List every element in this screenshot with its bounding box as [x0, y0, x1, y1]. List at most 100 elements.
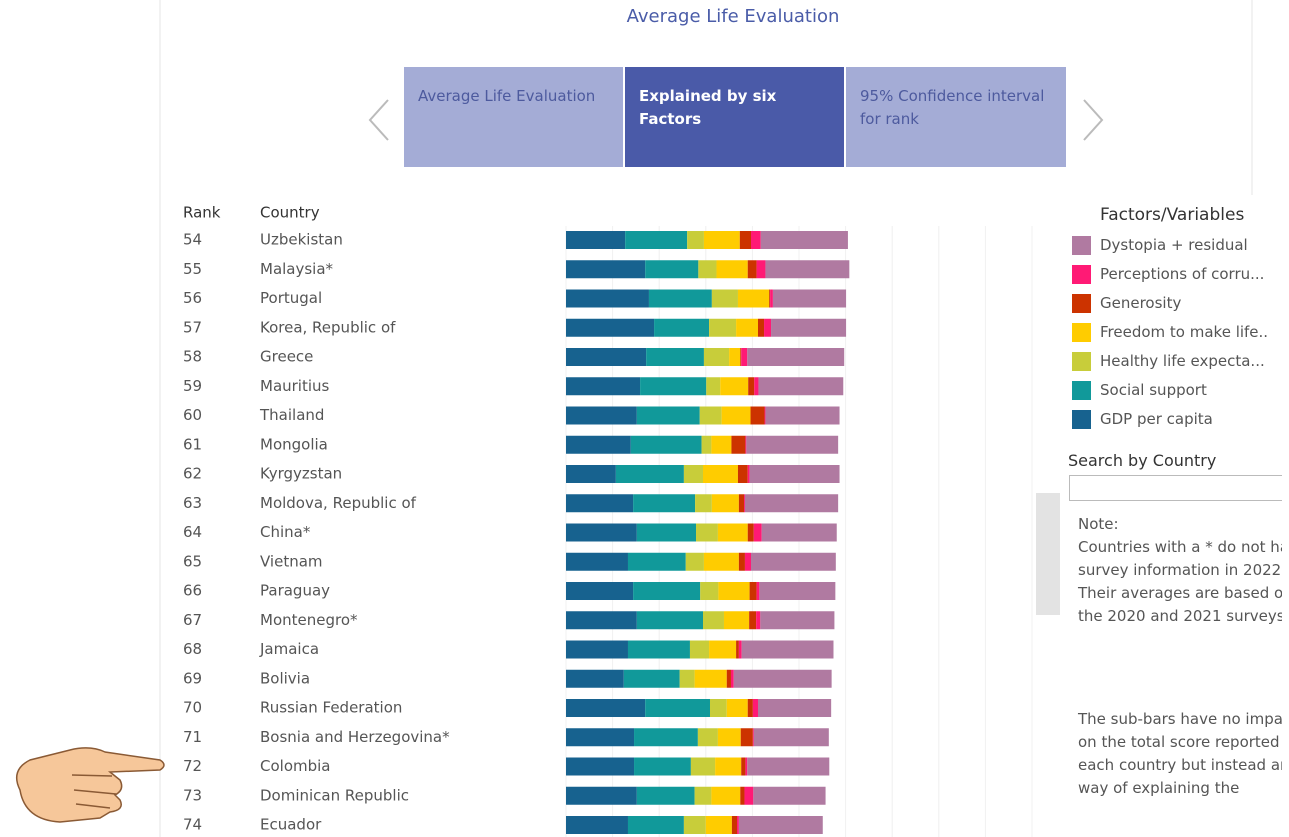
bar-segment [566, 319, 654, 337]
rank: 74 [183, 816, 202, 834]
bar-segment [687, 231, 704, 249]
bar-segment [720, 377, 748, 395]
bar-segment [765, 407, 766, 425]
bar-segment [628, 641, 690, 659]
bar-segment [703, 465, 738, 483]
bar-segment [718, 524, 748, 542]
bar-segment [736, 641, 739, 659]
bar-segment [771, 319, 846, 337]
legend-item[interactable]: Social support [1072, 380, 1207, 400]
bar-segment [640, 377, 706, 395]
bar-segment [715, 758, 741, 776]
bar-segment [745, 494, 838, 512]
bar-segment [737, 816, 739, 834]
tab[interactable]: Explained by six Factors [625, 67, 844, 167]
rank: 69 [183, 669, 202, 687]
legend-swatch [1072, 236, 1091, 255]
bar-segment [649, 290, 712, 308]
bar-segment [731, 670, 734, 688]
prev-arrow[interactable] [370, 100, 388, 140]
bar-segment [736, 319, 758, 337]
bar-segment [734, 670, 832, 688]
title: Average Life Evaluation [627, 6, 840, 27]
bar-segment [751, 553, 836, 571]
legend-swatch [1072, 352, 1091, 371]
country: Montenegro* [260, 611, 358, 629]
rank: 61 [183, 435, 202, 453]
country: Korea, Republic of [260, 318, 396, 336]
scrollbar-thumb[interactable] [1036, 493, 1060, 615]
bar-segment [744, 787, 753, 805]
bar-segment [740, 787, 744, 805]
bar-segment [566, 699, 645, 717]
bar-segment [759, 582, 835, 600]
bar-segment [747, 758, 829, 776]
bar-segment [718, 728, 741, 746]
rank: 65 [183, 552, 202, 570]
bar-segment [637, 611, 703, 629]
country: Paraguay [260, 582, 330, 600]
bar-segment [754, 524, 762, 542]
bar-segment [757, 582, 760, 600]
rank: 66 [183, 582, 202, 600]
bar-segment [712, 494, 739, 512]
next-arrow[interactable] [1084, 100, 1102, 140]
country: Jamaica [259, 640, 319, 658]
bar-segment [566, 553, 628, 571]
bar-segment [695, 670, 727, 688]
country: Mauritius [260, 377, 330, 395]
legend-item[interactable]: Perceptions of corru... [1072, 264, 1264, 284]
bar-segment [760, 611, 834, 629]
bar-segment [710, 699, 727, 717]
bar-segment [764, 319, 771, 337]
country: Greece [260, 348, 313, 366]
country: Uzbekistan [260, 231, 343, 249]
bar-segment [753, 699, 758, 717]
bar-segment [690, 641, 709, 659]
legend-label: Dystopia + residual [1100, 236, 1248, 254]
page: Average Life Evaluation Rank Country 54U… [0, 0, 1289, 837]
bar-segment [691, 758, 715, 776]
search-label: Search by Country [1068, 451, 1216, 470]
pointer-hand [17, 748, 164, 822]
legend-item[interactable]: Freedom to make life.. [1072, 322, 1268, 342]
legend-item[interactable]: Healthy life expecta... [1072, 351, 1265, 371]
bar-segment [645, 699, 710, 717]
legend-label: Social support [1100, 381, 1207, 399]
bar-segment [566, 494, 633, 512]
legend-label: Generosity [1100, 294, 1181, 312]
search-input[interactable] [1069, 475, 1282, 501]
legend-swatch [1072, 265, 1091, 284]
country: Portugal [260, 289, 322, 307]
rank: 71 [183, 728, 202, 746]
bar-segment [637, 407, 700, 425]
bar-segment [706, 816, 732, 834]
tab[interactable]: Average Life Evaluation [404, 67, 623, 167]
bar-segment [624, 670, 680, 688]
bar-segment [740, 348, 741, 366]
bar-segment [773, 290, 846, 308]
legend-item[interactable]: GDP per capita [1072, 409, 1213, 429]
bar-segment [739, 553, 745, 571]
rank: 54 [183, 231, 202, 249]
bar-segment [724, 611, 749, 629]
tab[interactable]: 95% Confidence interval for rank [846, 67, 1066, 167]
country: Vietnam [260, 552, 323, 570]
bar-segment [745, 758, 747, 776]
bar-segment [700, 407, 722, 425]
legend-item[interactable]: Generosity [1072, 293, 1181, 313]
rank: 70 [183, 699, 202, 717]
bar-segment [566, 231, 625, 249]
bar-segment [566, 260, 645, 278]
bar-segment [712, 290, 738, 308]
country: Russian Federation [260, 699, 402, 717]
bar-segment [684, 465, 703, 483]
bar-segment [739, 494, 744, 512]
legend-item[interactable]: Dystopia + residual [1072, 235, 1248, 255]
rank: 55 [183, 260, 202, 278]
bar-segment [633, 582, 700, 600]
country: Kyrgyzstan [260, 465, 342, 483]
bar-segment [717, 260, 748, 278]
bar-segment [625, 231, 687, 249]
